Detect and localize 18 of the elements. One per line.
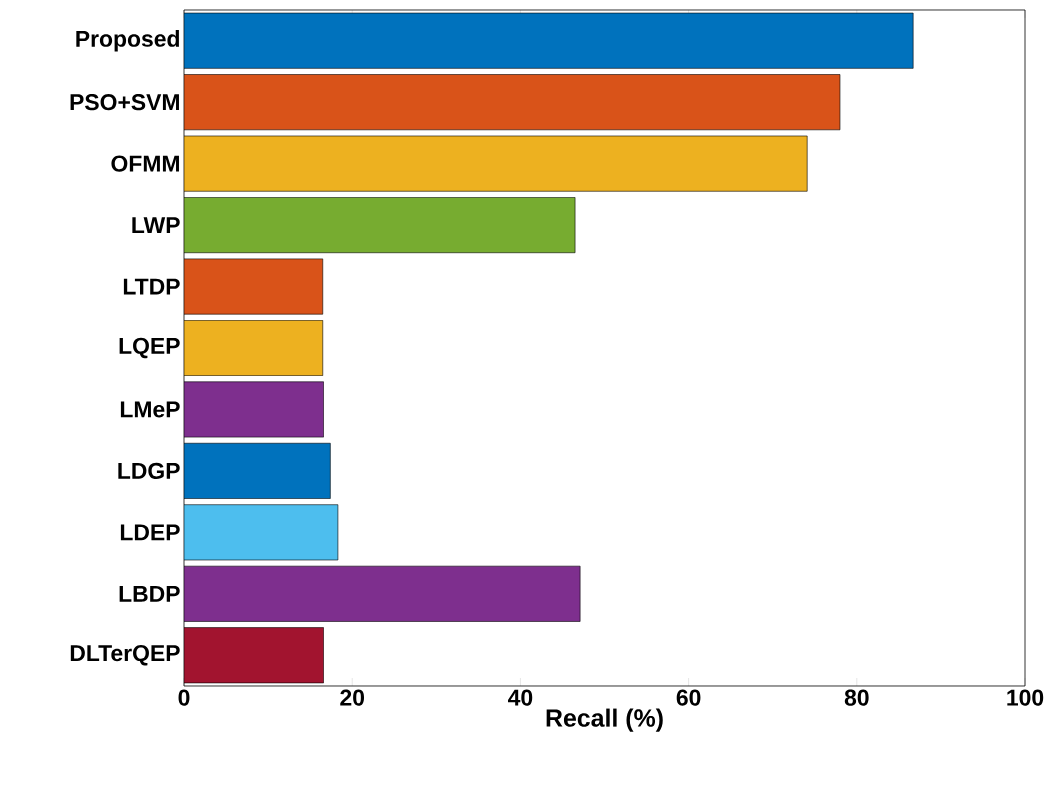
y-tick-label: LTDP: [123, 278, 180, 295]
x-tick-label: 60: [676, 689, 701, 706]
y-tick-label: LBDP: [119, 585, 180, 602]
x-tick-label: 20: [340, 689, 365, 706]
y-tick-label: LMeP: [120, 401, 180, 418]
y-tick-label: LDGP: [118, 462, 180, 480]
x-tick-label: 0: [178, 689, 190, 706]
y-tick-label: PSO+SVM: [70, 94, 179, 111]
y-tick-label: Proposed: [76, 30, 179, 52]
x-axis-title: Recall (%): [546, 708, 663, 732]
y-tick-label: LDEP: [120, 524, 180, 541]
x-tick-label: 40: [508, 689, 533, 706]
x-tick-label: 80: [844, 689, 869, 706]
x-tick-label: 100: [1007, 689, 1044, 706]
y-tick-label: LWP: [132, 217, 180, 233]
y-tick-label: OFMM: [111, 155, 179, 172]
y-tick-label: LQEP: [119, 337, 180, 359]
y-tick-label: DLTerQEP: [70, 645, 180, 666]
